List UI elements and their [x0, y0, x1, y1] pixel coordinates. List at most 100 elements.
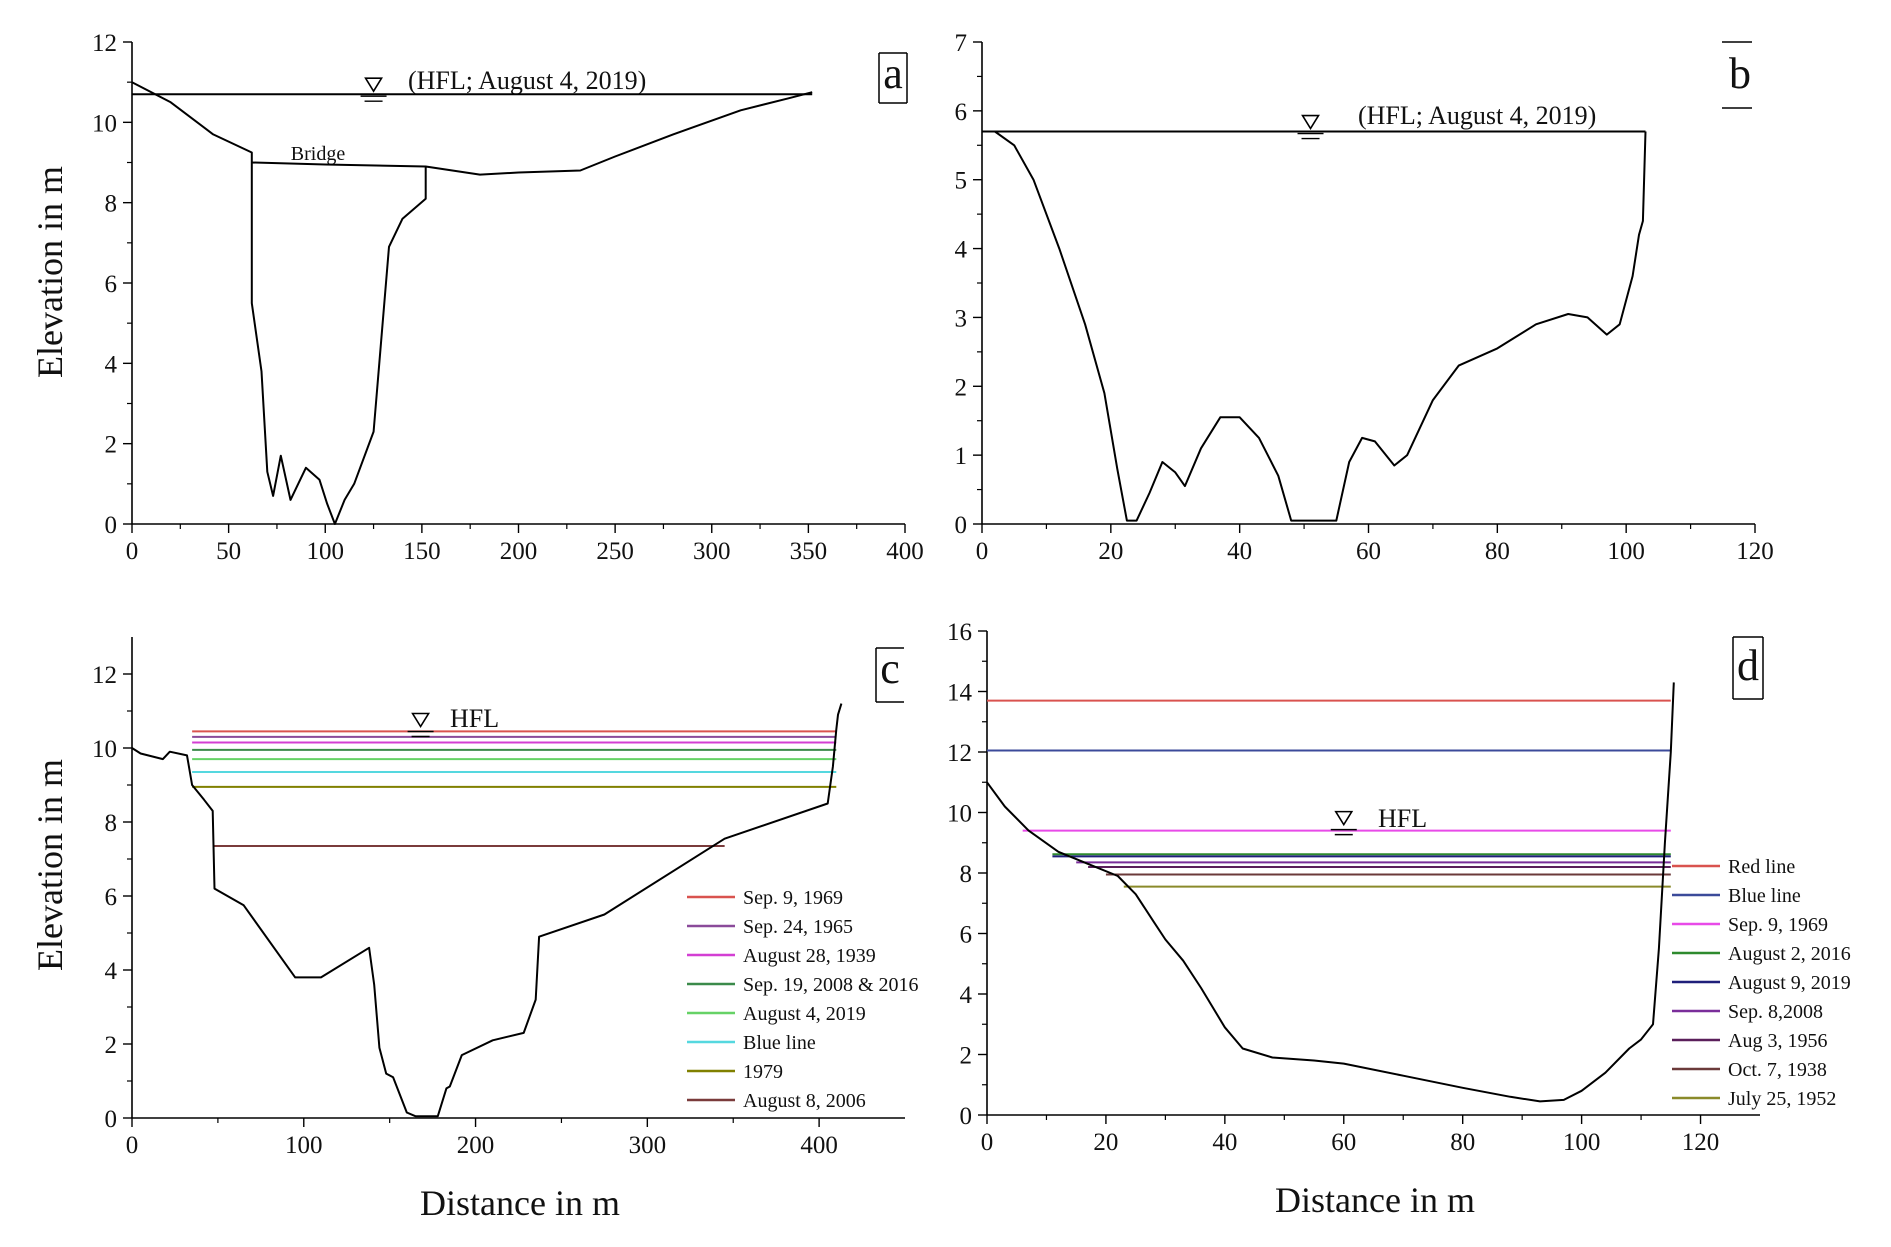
panel-d-series-line-0 — [986, 682, 1675, 1103]
panel-a-hfl-label: (HFL; August 4, 2019) — [408, 66, 646, 95]
panel-a-x-tick-label: 100 — [307, 538, 345, 565]
panel-b-y-tick-label: 1 — [955, 443, 968, 470]
panel-d-legend-label-7: Oct. 7, 1938 — [1728, 1059, 1827, 1081]
panel-c-legend-label-4: August 4, 2019 — [743, 1003, 866, 1025]
panel-a-y-tick-label: 10 — [92, 110, 117, 137]
panel-c-legend: Sep. 9, 1969 Sep. 24, 1965 August 28, 1939… — [687, 887, 919, 1112]
panel-c: Elevation in m Distance in m c HFL 0 10 0 2… — [30, 637, 919, 1223]
panel-a: Elevation in m a (HFL; August 4, 2019) B… — [30, 30, 924, 565]
panel-d-hfl-label: HFL — [1378, 804, 1427, 833]
panel-d-legend: Red line Blue line Sep. 9, 1969 August 2, 2… — [1672, 856, 1851, 1110]
panel-d-legend-label-1: Blue line — [1728, 885, 1801, 907]
panel-c-y-tick-label: 0 — [105, 1106, 118, 1133]
panel-a-x-tick-label: 50 — [216, 538, 241, 565]
panel-c-ylabel: Elevation in m — [30, 759, 70, 971]
panel-d-x-tick-label: 20 — [1093, 1129, 1118, 1156]
panel-a-y-tick-label: 0 — [105, 512, 118, 539]
panel-a-x-tick-label: 0 — [126, 538, 139, 565]
panel-c-legend-label-3: Sep. 19, 2008 & 2016 — [743, 974, 919, 996]
panel-d-legend-label-2: Sep. 9, 1969 — [1728, 914, 1828, 936]
panel-a-bridge-label: Bridge — [291, 143, 346, 165]
panel-d-y-tick-label: 2 — [960, 1043, 973, 1070]
panel-b-y-tick-label: 4 — [955, 237, 968, 264]
panel-d-y-tick-label: 0 — [960, 1103, 973, 1130]
panel-c-letter: c — [880, 644, 900, 693]
panel-c-y-tick-label: 4 — [105, 958, 118, 985]
panel-a-x-tick-label: 300 — [693, 538, 731, 565]
panel-b: b (HFL; August 4, 2019) 0 20 40 60 80 100 120 0… — [955, 30, 1774, 565]
panel-d-y-tick-label: 10 — [947, 801, 972, 828]
panel-c-legend-label-7: August 8, 2006 — [743, 1090, 866, 1112]
panel-d-y-tick-label: 16 — [947, 619, 972, 646]
panel-b-y-tick-label: 2 — [955, 374, 968, 401]
panel-a-series-line-1 — [251, 161, 426, 168]
panel-d-x-tick-label: 120 — [1682, 1129, 1720, 1156]
panel-d-y-tick-label: 12 — [947, 740, 972, 767]
panel-d-x-tick-label: 60 — [1331, 1129, 1356, 1156]
panel-d-y-tick-label: 8 — [960, 861, 973, 888]
panel-d-legend-label-4: August 9, 2019 — [1728, 972, 1851, 994]
panel-a-x-tick-label: 400 — [886, 538, 924, 565]
panel-c-x-tick-label: 300 — [629, 1132, 667, 1159]
panel-d: Distance in m d HFL 0 20 40 60 80 100 120 0 2 4 6 8… — [947, 619, 1851, 1220]
panel-a-y-tick-label: 12 — [92, 30, 117, 57]
panel-b-x-tick-label: 40 — [1227, 538, 1252, 565]
panel-d-legend-label-6: Aug 3, 1956 — [1728, 1030, 1827, 1052]
panel-c-y-tick-label: 2 — [105, 1032, 118, 1059]
panel-b-letter: b — [1729, 49, 1751, 98]
panel-c-series-line-0 — [131, 703, 843, 1118]
panel-a-x-tick-label: 350 — [790, 538, 828, 565]
panel-c-legend-label-0: Sep. 9, 1969 — [743, 887, 843, 909]
panel-c-xlabel: Distance in m — [420, 1183, 620, 1223]
panel-d-x-tick-label: 100 — [1563, 1129, 1601, 1156]
panel-b-x-tick-label: 20 — [1098, 538, 1123, 565]
panel-b-series-line-0 — [982, 130, 1647, 522]
panel-a-x-tick-label: 200 — [500, 538, 538, 565]
panel-c-hfl-label: HFL — [450, 704, 499, 733]
panel-b-x-tick-label: 60 — [1356, 538, 1381, 565]
panel-b-y-tick-label: 0 — [955, 512, 968, 539]
panel-d-x-tick-label: 0 — [981, 1129, 994, 1156]
panel-b-hfl-symbol — [1297, 114, 1324, 140]
panel-b-hfl-label: (HFL; August 4, 2019) — [1358, 101, 1596, 130]
panel-c-legend-label-6: 1979 — [743, 1061, 783, 1083]
panel-a-letter: a — [883, 49, 903, 98]
panel-a-hfl-symbol — [360, 77, 387, 102]
panel-d-legend-label-0: Red line — [1728, 856, 1795, 878]
panel-c-y-tick-label: 12 — [92, 662, 117, 689]
panel-b-y-tick-label: 5 — [955, 168, 968, 195]
panel-c-x-tick-label: 400 — [800, 1132, 838, 1159]
panel-b-y-tick-label: 3 — [955, 305, 968, 332]
panel-d-xlabel: Distance in m — [1275, 1180, 1475, 1220]
panel-a-series-line-0 — [131, 81, 813, 525]
panel-a-y-tick-label: 2 — [105, 432, 118, 459]
panel-c-legend-label-1: Sep. 24, 1965 — [743, 916, 853, 938]
panel-d-legend-label-8: July 25, 1952 — [1728, 1088, 1836, 1110]
panel-a-y-tick-label: 6 — [105, 271, 118, 298]
panel-b-x-tick-label: 80 — [1485, 538, 1510, 565]
panel-c-y-tick-label: 8 — [105, 810, 118, 837]
panel-d-y-tick-label: 4 — [960, 982, 973, 1009]
panel-d-y-tick-label: 6 — [960, 922, 973, 949]
panel-a-y-tick-label: 8 — [105, 191, 118, 218]
panel-c-x-tick-label: 0 — [126, 1132, 139, 1159]
panel-d-x-tick-label: 40 — [1212, 1129, 1237, 1156]
panel-c-legend-label-5: Blue line — [743, 1032, 816, 1054]
panel-d-hfl-symbol — [1330, 810, 1357, 836]
panel-c-y-tick-label: 10 — [92, 736, 117, 763]
panel-c-y-tick-label: 6 — [105, 884, 118, 911]
panel-d-letter: d — [1737, 641, 1759, 690]
panel-a-x-tick-label: 250 — [596, 538, 634, 565]
panel-a-ylabel: Elevation in m — [30, 166, 70, 378]
panel-b-x-tick-label: 0 — [976, 538, 989, 565]
panel-d-legend-label-5: Sep. 8,2008 — [1728, 1001, 1823, 1023]
panel-a-x-tick-label: 150 — [403, 538, 441, 565]
panel-b-x-tick-label: 100 — [1607, 538, 1645, 565]
panel-b-x-tick-label: 120 — [1736, 538, 1774, 565]
panel-b-y-tick-label: 6 — [955, 99, 968, 126]
panel-c-hfl-symbol — [407, 712, 434, 738]
panel-c-x-tick-label: 200 — [457, 1132, 495, 1159]
panel-c-legend-label-2: August 28, 1939 — [743, 945, 876, 967]
